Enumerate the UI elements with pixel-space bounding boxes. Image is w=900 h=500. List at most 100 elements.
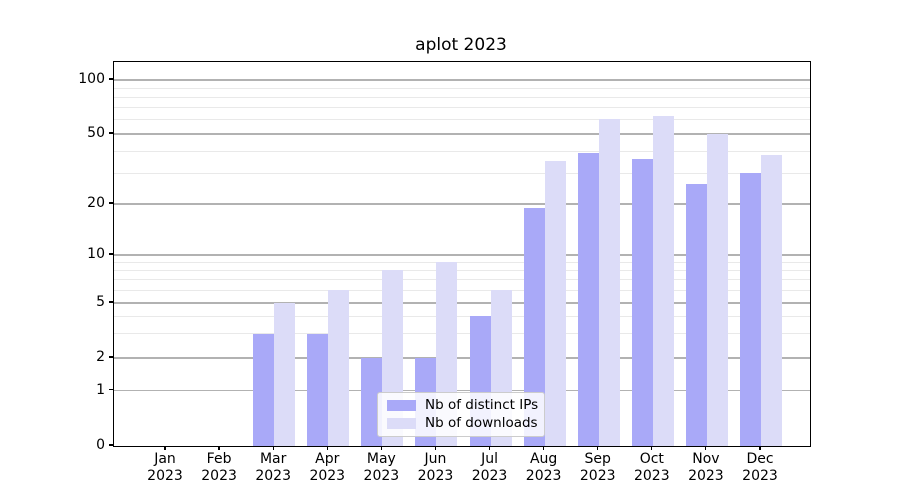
bar-oct-downloads — [652, 115, 674, 446]
x-tick-year: 2023 — [255, 468, 291, 484]
bar-oct-distinct-ips — [631, 159, 653, 446]
bar-nov-downloads — [706, 134, 728, 446]
y-tick-label: 100 — [78, 71, 105, 87]
gridline-major — [114, 79, 810, 81]
x-tick-mark — [597, 446, 599, 451]
x-tick-month: Dec — [746, 451, 774, 467]
x-tick-mark — [543, 446, 545, 451]
bar-mar-downloads — [274, 303, 296, 446]
bar-nov-distinct-ips — [685, 183, 707, 446]
x-tick-mark — [488, 446, 491, 451]
legend-swatch-distinct-ips — [387, 400, 416, 411]
gridline-minor — [114, 279, 810, 281]
x-tick-year: 2023 — [525, 468, 562, 484]
gridline-minor — [114, 172, 810, 174]
x-tick-year: 2023 — [147, 468, 183, 484]
x-tick-label: Jan 2023 — [120, 451, 210, 485]
gridline-major — [114, 302, 810, 304]
gridline-minor — [114, 96, 810, 98]
legend-row: Nb of distinct IPs — [387, 397, 539, 413]
x-tick-month: Feb — [206, 451, 232, 467]
x-tick-month: Oct — [639, 451, 664, 467]
bar-dec-downloads — [761, 154, 782, 446]
y-tick-label: 2 — [96, 349, 105, 365]
x-tick-year: 2023 — [579, 468, 616, 484]
legend-row: Nb of downloads — [387, 416, 538, 431]
x-tick-month: May — [366, 451, 396, 467]
legend-label-distinct-ips: Nb of distinct IPs — [425, 397, 539, 413]
y-tick-label: 20 — [87, 195, 105, 211]
x-tick-month: Sep — [584, 451, 611, 467]
gridline-minor — [114, 261, 810, 263]
y-tick-label: 0 — [96, 437, 105, 453]
gridline-minor — [114, 269, 810, 271]
x-tick-label: Apr 2023 — [282, 451, 372, 485]
x-tick-month: Jan — [154, 451, 176, 467]
y-tick-label: 5 — [96, 294, 105, 310]
x-tick-mark — [759, 446, 761, 451]
x-tick-month: Jun — [424, 451, 447, 467]
x-tick-mark — [651, 446, 653, 451]
x-tick-year: 2023 — [309, 468, 346, 484]
gridline-minor — [114, 333, 810, 335]
bar-mar-distinct-ips — [253, 333, 275, 446]
y-tick-mark — [109, 444, 113, 446]
x-tick-label: Sep 2023 — [553, 451, 643, 485]
legend-swatch-downloads — [387, 418, 416, 429]
x-tick-year: 2023 — [471, 468, 508, 484]
y-tick-label: 10 — [87, 246, 105, 262]
gridline-major — [114, 133, 810, 135]
y-tick-mark — [109, 132, 113, 134]
gridline-minor — [114, 150, 810, 152]
gridline-major — [114, 203, 810, 205]
x-tick-mark — [164, 446, 166, 451]
y-tick-mark — [109, 388, 113, 391]
x-tick-mark — [434, 446, 437, 451]
x-tick-label: Oct 2023 — [607, 451, 697, 485]
x-tick-month: Jul — [481, 451, 498, 467]
bar-sep-downloads — [598, 118, 620, 446]
x-tick-month: Mar — [259, 451, 287, 467]
gridline-minor — [114, 289, 810, 291]
x-tick-label: May 2023 — [336, 451, 426, 485]
bar-sep-distinct-ips — [577, 152, 599, 446]
gridline-minor — [114, 119, 810, 121]
x-tick-label: Jul 2023 — [445, 451, 535, 485]
x-tick-mark — [326, 446, 328, 451]
bar-aug-downloads — [544, 161, 566, 446]
x-tick-mark — [272, 446, 274, 451]
y-tick-label: 50 — [87, 125, 105, 141]
chart-title: aplot 2023 — [415, 35, 507, 55]
bar-dec-distinct-ips — [740, 173, 761, 446]
x-tick-mark — [705, 446, 707, 451]
y-tick-mark — [109, 356, 113, 358]
x-tick-label: Aug 2023 — [499, 451, 589, 485]
x-tick-month: Apr — [315, 451, 340, 467]
y-tick-label: 1 — [96, 381, 105, 398]
x-tick-mark — [380, 446, 382, 451]
bar-apr-downloads — [328, 290, 350, 446]
x-tick-label: Jun 2023 — [390, 451, 480, 485]
y-tick-mark — [109, 78, 113, 80]
gridline-minor — [114, 107, 810, 109]
x-tick-label: Mar 2023 — [228, 451, 318, 485]
gridline-minor — [114, 315, 810, 317]
bar-apr-distinct-ips — [307, 333, 329, 446]
y-tick-mark — [109, 301, 113, 303]
x-tick-year: 2023 — [688, 468, 724, 484]
x-tick-label: Feb 2023 — [174, 451, 264, 485]
y-tick-mark — [109, 253, 113, 255]
gridline-major — [114, 357, 810, 359]
x-tick-year: 2023 — [201, 468, 237, 484]
y-tick-mark — [109, 202, 113, 204]
x-tick-year: 2023 — [417, 468, 454, 484]
gridline-major — [114, 254, 810, 256]
x-tick-year: 2023 — [633, 468, 670, 484]
legend: Nb of distinct IPs Nb of downloads — [377, 392, 545, 437]
x-tick-year: 2023 — [363, 468, 400, 484]
x-tick-year: 2023 — [742, 468, 778, 484]
bar-aug-distinct-ips — [523, 207, 545, 446]
x-tick-label: Nov 2023 — [661, 451, 751, 485]
x-tick-month: Aug — [529, 451, 558, 467]
